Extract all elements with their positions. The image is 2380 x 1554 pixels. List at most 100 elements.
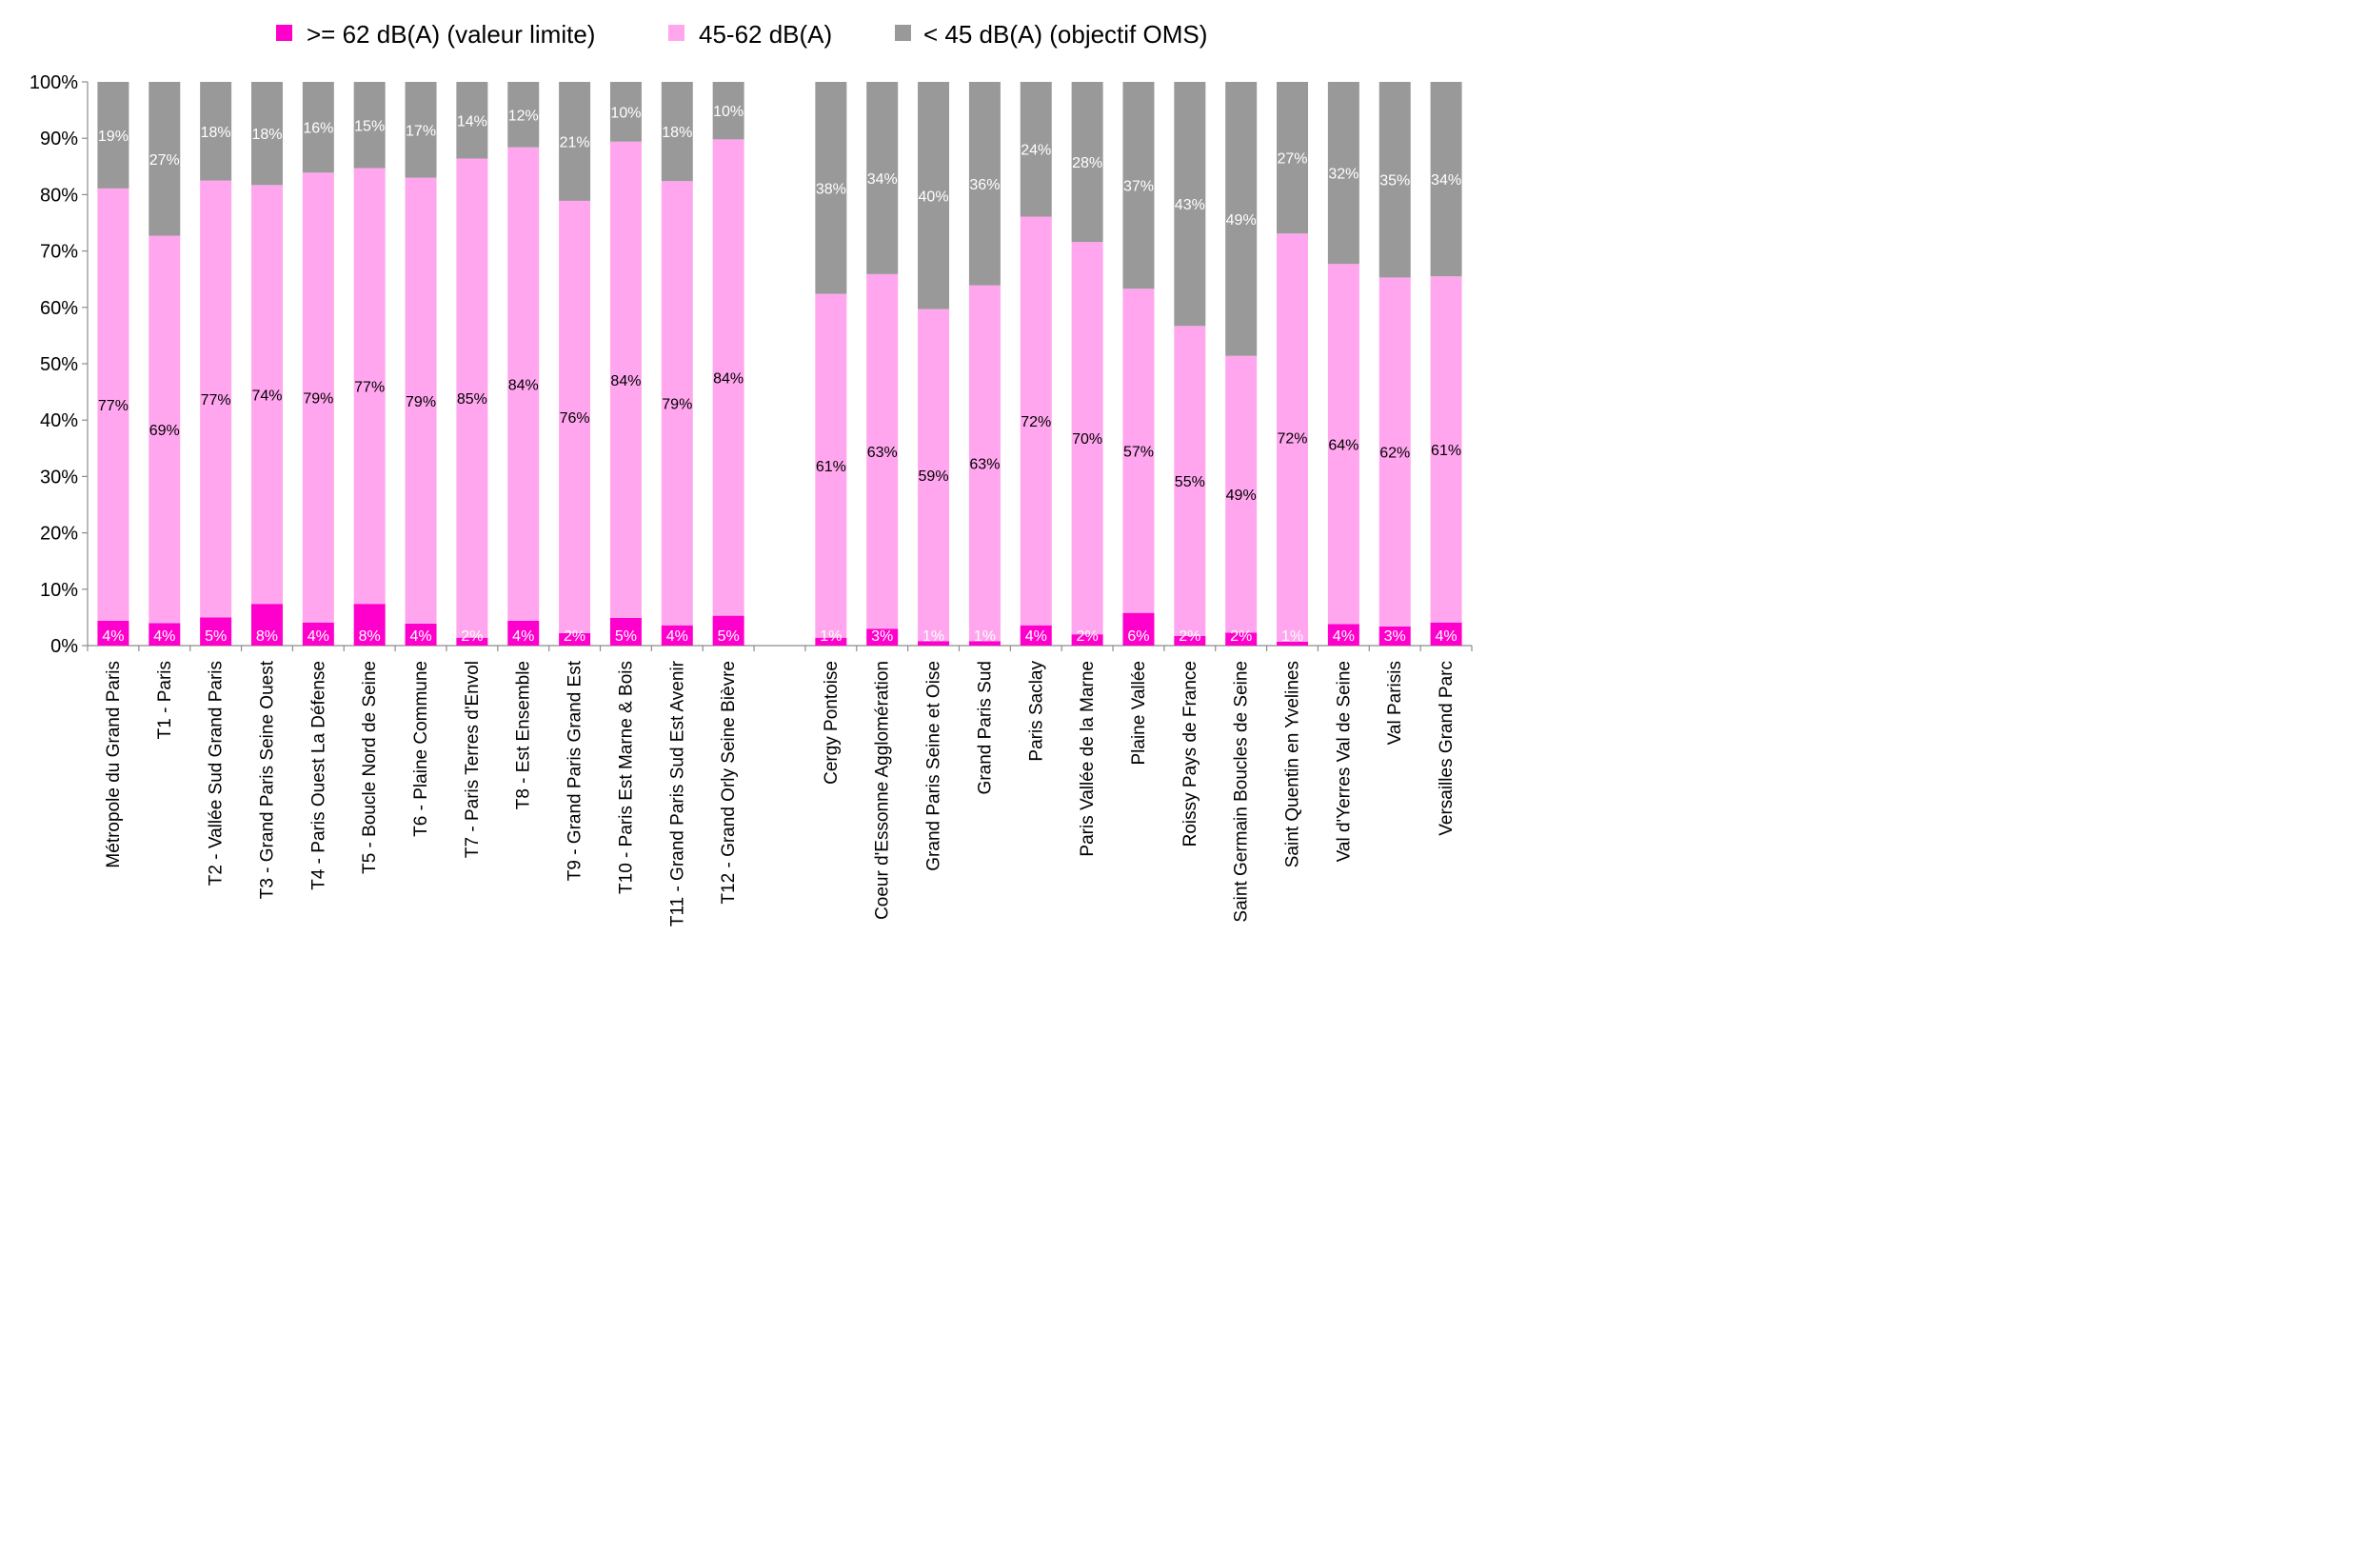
- x-tick-label-val-parisis: Val Parisis: [1385, 661, 1405, 745]
- data-label-val-parisis-series-1: 3%: [1384, 628, 1406, 645]
- bar-t3-grand-paris-seine-ouest-series-1: [250, 604, 283, 646]
- data-label-coeur-d-essonne-agglomeration-series-2: 63%: [867, 445, 898, 461]
- x-tick-label-t12-grand-orly-seine-bievre: T12 - Grand Orly Seine Bièvre: [719, 661, 739, 905]
- x-tick-label-grand-paris-sud: Grand Paris Sud: [975, 661, 995, 794]
- data-label-t12-grand-orly-seine-bievre-series-1: 5%: [718, 628, 740, 645]
- bar-t3-grand-paris-seine-ouest-series-3: [250, 82, 283, 186]
- data-label-grand-paris-seine-et-oise-series-3: 40%: [919, 189, 949, 205]
- data-label-saint-quentin-en-yvelines-series-3: 27%: [1278, 151, 1308, 168]
- bar-metropole-du-grand-paris-series-2: [97, 188, 129, 621]
- bar-coeur-d-essonne-agglomeration-series-3: [866, 82, 899, 274]
- data-label-saint-quentin-en-yvelines-series-2: 72%: [1278, 431, 1308, 448]
- data-label-t7-paris-terres-d-envol-series-1: 2%: [461, 628, 483, 645]
- x-tick-label-t5-boucle-nord-de-seine: T5 - Boucle Nord de Seine: [360, 661, 380, 874]
- bar-versailles-grand-parc-series-2: [1430, 276, 1462, 623]
- bar-grand-paris-seine-et-oise-series-2: [918, 309, 950, 642]
- chart: >= 62 dB(A) (valeur limite) 45-62 dB(A) < …: [0, 0, 1493, 982]
- data-label-cergy-pontoise-series-2: 61%: [816, 459, 846, 475]
- bar-t4-paris-ouest-la-defense-series-1: [302, 622, 334, 646]
- bar-t5-boucle-nord-de-seine-series-3: [353, 82, 386, 169]
- plot-area: 0% 10% 20% 30% 40% 50% 60% 70% 80% 90% 100% 4% 77% 19…: [30, 72, 1473, 926]
- bar-val-d-yerres-val-de-seine-series-3: [1327, 82, 1359, 265]
- bar-t5-boucle-nord-de-seine-series-1: [353, 604, 386, 646]
- bar-grand-paris-sud-series-1: [968, 641, 1001, 646]
- data-label-t8-est-ensemble-series-1: 4%: [512, 628, 534, 645]
- bar-t5-boucle-nord-de-seine-series-2: [353, 168, 386, 605]
- y-tick-label: 0%: [50, 636, 78, 657]
- bar-t3-grand-paris-seine-ouest-series-2: [250, 185, 283, 605]
- data-label-t3-grand-paris-seine-ouest-series-3: 18%: [251, 127, 282, 143]
- data-label-versailles-grand-parc-series-2: 61%: [1431, 443, 1461, 459]
- data-label-cergy-pontoise-series-1: 1%: [820, 628, 842, 645]
- bar-grand-paris-seine-et-oise-series-3: [918, 82, 950, 309]
- legend: >= 62 dB(A) (valeur limite) 45-62 dB(A) < …: [276, 20, 1207, 49]
- x-tick-label-grand-paris-seine-et-oise: Grand Paris Seine et Oise: [924, 661, 944, 871]
- bar-val-parisis-series-1: [1378, 626, 1411, 646]
- data-label-t9-grand-paris-grand-est-series-3: 21%: [560, 134, 590, 150]
- bar-t6-plaine-commune-series-1: [405, 623, 437, 646]
- bar-t6-plaine-commune-series-2: [405, 177, 437, 624]
- bar-saint-quentin-en-yvelines-series-1: [1277, 641, 1309, 646]
- data-label-paris-saclay-series-2: 72%: [1021, 414, 1051, 430]
- x-tick-label-saint-germain-boucles-de-seine: Saint Germain Boucles de Seine: [1232, 661, 1252, 923]
- bar-paris-vallee-de-la-marne-series-1: [1071, 634, 1103, 646]
- data-label-grand-paris-sud-series-2: 63%: [969, 456, 1000, 472]
- bar-coeur-d-essonne-agglomeration-series-2: [866, 273, 899, 629]
- data-label-plaine-vallee-series-1: 6%: [1127, 628, 1149, 645]
- data-label-t8-est-ensemble-series-3: 12%: [508, 108, 539, 124]
- data-label-t4-paris-ouest-la-defense-series-3: 16%: [303, 121, 333, 137]
- legend-label-1: >= 62 dB(A) (valeur limite): [307, 20, 595, 49]
- data-label-saint-germain-boucles-de-seine-series-1: 2%: [1230, 628, 1252, 645]
- bar-versailles-grand-parc-series-3: [1430, 82, 1462, 277]
- bar-paris-vallee-de-la-marne-series-2: [1071, 242, 1103, 635]
- bar-t4-paris-ouest-la-defense-series-2: [302, 172, 334, 623]
- y-tick-label: 30%: [40, 467, 78, 488]
- data-label-t9-grand-paris-grand-est-series-2: 76%: [560, 410, 590, 427]
- data-label-t5-boucle-nord-de-seine-series-2: 77%: [354, 379, 385, 395]
- bar-val-parisis-series-2: [1378, 277, 1411, 627]
- data-label-t12-grand-orly-seine-bievre-series-3: 10%: [713, 104, 744, 120]
- data-label-t2-vallee-sud-grand-paris-series-2: 77%: [201, 392, 231, 408]
- data-label-grand-paris-seine-et-oise-series-1: 1%: [922, 628, 944, 645]
- legend-swatch-3: [895, 25, 911, 41]
- data-label-metropole-du-grand-paris-series-1: 4%: [102, 628, 124, 645]
- data-label-t6-plaine-commune-series-2: 79%: [406, 394, 436, 410]
- bar-grand-paris-sud-series-3: [968, 82, 1001, 286]
- data-label-t11-grand-paris-sud-est-avenir-series-2: 79%: [662, 396, 692, 412]
- x-tick-label-t10-paris-est-marne-bois: T10 - Paris Est Marne & Bois: [616, 661, 636, 894]
- bar-val-d-yerres-val-de-seine-series-1: [1327, 624, 1359, 646]
- legend-swatch-1: [276, 25, 292, 41]
- x-tick-label-roissy-pays-de-france: Roissy Pays de France: [1180, 661, 1200, 847]
- data-label-t8-est-ensemble-series-2: 84%: [508, 377, 539, 393]
- legend-label-3: < 45 dB(A) (objectif OMS): [923, 20, 1207, 49]
- bar-plaine-vallee-series-3: [1122, 82, 1155, 289]
- bar-t12-grand-orly-seine-bievre-series-1: [712, 615, 744, 646]
- data-label-grand-paris-sud-series-1: 1%: [974, 628, 996, 645]
- data-label-grand-paris-seine-et-oise-series-2: 59%: [919, 468, 949, 485]
- data-label-paris-vallee-de-la-marne-series-1: 2%: [1077, 628, 1099, 645]
- bar-t2-vallee-sud-grand-paris-series-1: [200, 617, 232, 646]
- bar-t7-paris-terres-d-envol-series-3: [456, 82, 488, 159]
- x-tick-label-metropole-du-grand-paris: Métropole du Grand Paris: [104, 661, 124, 868]
- x-tick-label-val-d-yerres-val-de-seine: Val d'Yerres Val de Seine: [1334, 661, 1354, 862]
- y-tick-label: 90%: [40, 129, 78, 149]
- bar-t12-grand-orly-seine-bievre-series-3: [712, 82, 744, 140]
- data-label-versailles-grand-parc-series-3: 34%: [1431, 172, 1461, 189]
- bar-coeur-d-essonne-agglomeration-series-1: [866, 628, 899, 646]
- bar-saint-germain-boucles-de-seine-series-3: [1225, 82, 1258, 356]
- x-tick-label-saint-quentin-en-yvelines: Saint Quentin en Yvelines: [1283, 661, 1303, 867]
- data-label-val-parisis-series-2: 62%: [1379, 446, 1410, 462]
- bar-t9-grand-paris-grand-est-series-2: [559, 200, 591, 633]
- x-tick-label-coeur-d-essonne-agglomeration: Coeur d'Essonne Agglomération: [873, 661, 893, 920]
- legend-swatch-2: [668, 25, 684, 41]
- data-label-t10-paris-est-marne-bois-series-2: 84%: [610, 373, 641, 389]
- y-tick-label: 10%: [40, 580, 78, 601]
- bar-versailles-grand-parc-series-1: [1430, 622, 1462, 646]
- data-label-saint-quentin-en-yvelines-series-1: 1%: [1281, 628, 1303, 645]
- data-label-t1-paris-series-2: 69%: [149, 423, 180, 439]
- x-tick-label-t4-paris-ouest-la-defense: T4 - Paris Ouest La Défense: [308, 661, 328, 890]
- bar-cergy-pontoise-series-1: [815, 637, 847, 646]
- data-label-t3-grand-paris-seine-ouest-series-2: 74%: [251, 388, 282, 404]
- bar-saint-germain-boucles-de-seine-series-1: [1225, 632, 1258, 646]
- data-label-t2-vallee-sud-grand-paris-series-1: 5%: [205, 628, 227, 645]
